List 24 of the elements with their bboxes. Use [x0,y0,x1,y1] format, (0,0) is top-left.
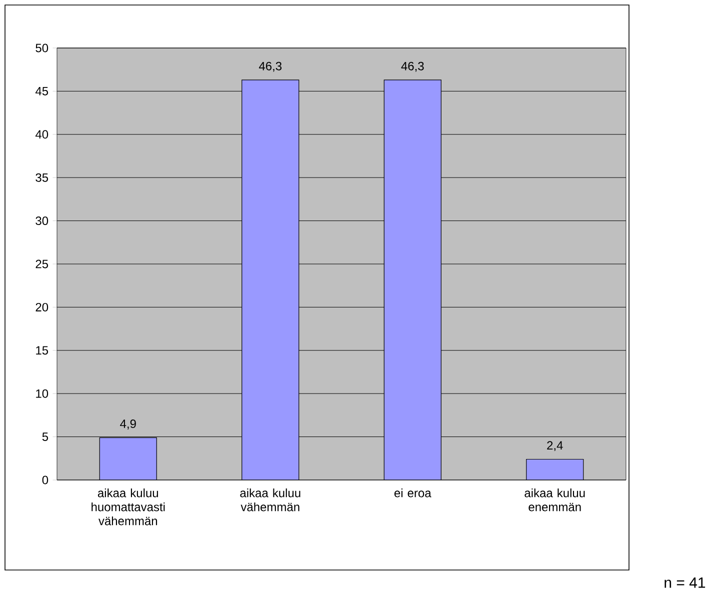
bar [526,458,584,480]
bar [384,80,442,480]
data-label: 4,9 [120,420,136,430]
y-tick-label: 30 [36,216,48,226]
x-tick-label: aikaa kuluu huomattavasti vähemmän [92,488,165,526]
y-tick-label: 50 [36,44,48,52]
y-tick-label: 20 [36,302,48,312]
y-tick-label: 25 [36,260,48,268]
y-tick-label: 35 [36,173,48,182]
data-label: 2,4 [547,441,563,452]
text: n = 41 [664,577,706,588]
y-tick-label: 0 [42,476,48,484]
y-tick-label: 40 [35,130,48,139]
y-tick-label: 10 [36,389,48,398]
y-tick-label: 5 [42,432,48,441]
bar [242,80,300,480]
bar [99,437,157,480]
y-tick-label: 15 [36,346,48,355]
x-tick-label: ei eroa [394,488,432,498]
x-tick-label: aikaa kuluu enemmän [524,488,585,512]
y-tick-label: 45 [35,87,48,96]
data-label: 46,3 [258,62,282,72]
data-label: 46,3 [401,62,424,72]
x-tick-label: aikaa kuluu vähemmän [240,488,300,512]
